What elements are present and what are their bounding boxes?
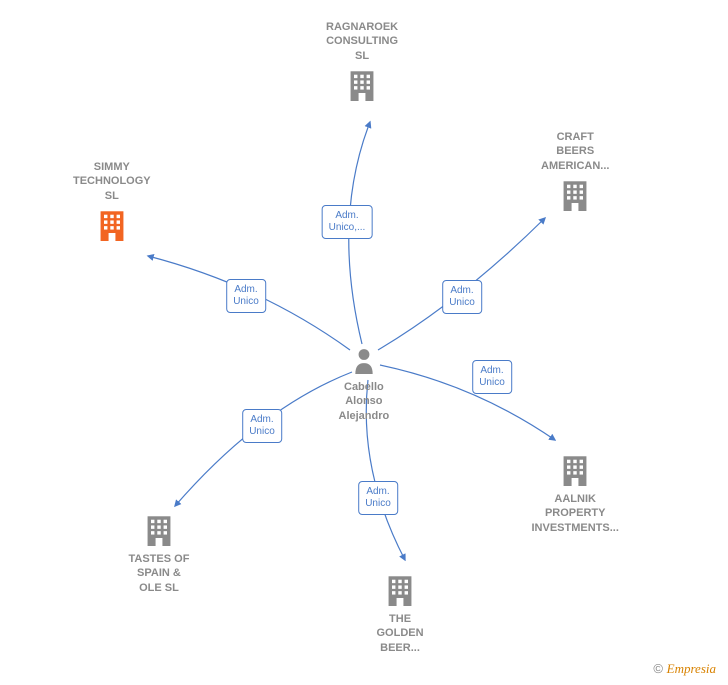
node-simmy[interactable]: SIMMYTECHNOLOGYSL	[73, 160, 151, 241]
building-icon	[561, 179, 589, 211]
edge-label-simmy: Adm.Unico	[226, 279, 266, 313]
edges-layer	[0, 0, 728, 685]
building-icon	[386, 574, 414, 606]
building-icon	[348, 69, 376, 101]
node-person[interactable]: CabelloAlonsoAlejandro	[339, 348, 390, 423]
building-icon	[145, 514, 173, 546]
edge-label-tastes: Adm.Unico	[242, 409, 282, 443]
node-aalnik[interactable]: AALNIKPROPERTYINVESTMENTS...	[532, 454, 619, 535]
node-label: RAGNAROEKCONSULTINGSL	[326, 20, 398, 63]
person-icon	[353, 348, 375, 374]
node-craft[interactable]: CRAFTBEERSAMERICAN...	[541, 130, 609, 211]
edge-label-aalnik: Adm.Unico	[472, 360, 512, 394]
node-golden[interactable]: THEGOLDENBEER...	[377, 574, 424, 655]
node-ragnaroek[interactable]: RAGNAROEKCONSULTINGSL	[326, 20, 398, 101]
watermark-brand: Empresia	[667, 661, 716, 676]
node-label: CabelloAlonsoAlejandro	[339, 380, 390, 423]
watermark-copy: ©	[653, 661, 663, 676]
edge-aalnik	[380, 365, 555, 440]
edge-label-ragnaroek: Adm.Unico,...	[322, 205, 373, 239]
building-icon	[561, 454, 589, 486]
watermark: © Empresia	[653, 661, 716, 677]
node-tastes[interactable]: TASTES OFSPAIN &OLE SL	[129, 514, 190, 595]
node-label: TASTES OFSPAIN &OLE SL	[129, 552, 190, 595]
edge-label-golden: Adm.Unico	[358, 481, 398, 515]
node-label: CRAFTBEERSAMERICAN...	[541, 130, 609, 173]
node-label: SIMMYTECHNOLOGYSL	[73, 160, 151, 203]
node-label: AALNIKPROPERTYINVESTMENTS...	[532, 492, 619, 535]
building-icon	[98, 209, 126, 241]
node-label: THEGOLDENBEER...	[377, 612, 424, 655]
edge-label-craft: Adm.Unico	[442, 280, 482, 314]
